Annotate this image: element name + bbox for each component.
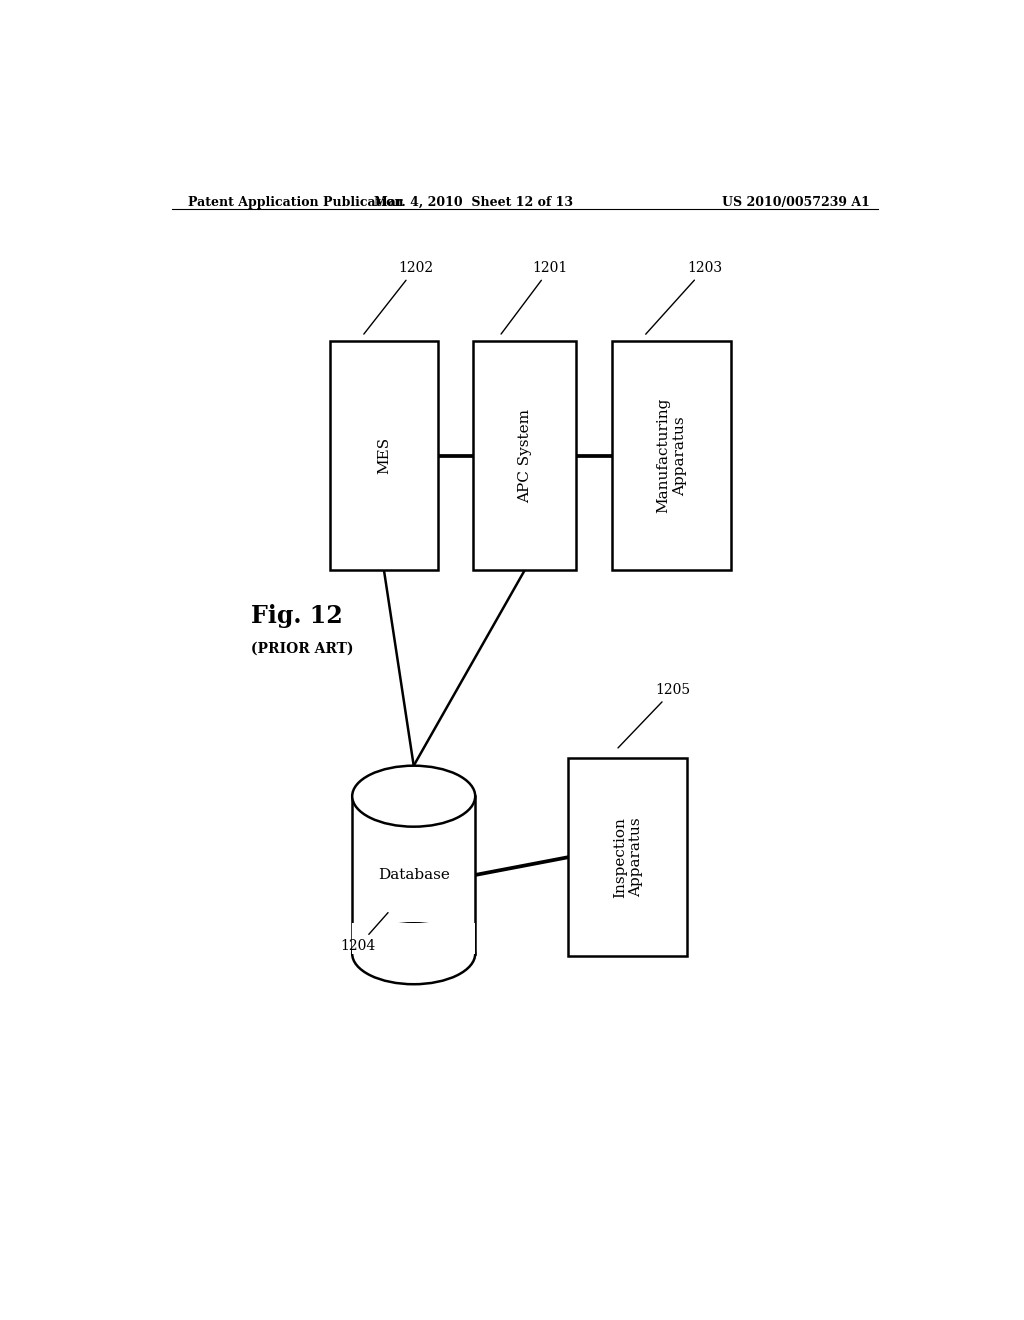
Ellipse shape: [352, 923, 475, 985]
Text: Database: Database: [378, 869, 450, 882]
Bar: [331, 342, 437, 570]
Bar: [352, 923, 475, 954]
Text: Inspection
Apparatus: Inspection Apparatus: [613, 817, 643, 898]
Text: US 2010/0057239 A1: US 2010/0057239 A1: [722, 195, 870, 209]
Text: 1204: 1204: [341, 912, 388, 953]
Text: Fig. 12: Fig. 12: [251, 603, 343, 628]
Text: MES: MES: [377, 437, 391, 474]
Ellipse shape: [352, 766, 475, 826]
Text: 1205: 1205: [618, 682, 691, 748]
Text: Patent Application Publication: Patent Application Publication: [187, 195, 403, 209]
Bar: [612, 342, 731, 570]
Bar: [568, 758, 687, 956]
Text: Mar. 4, 2010  Sheet 12 of 13: Mar. 4, 2010 Sheet 12 of 13: [374, 195, 572, 209]
Text: APC System: APC System: [518, 409, 531, 503]
Text: 1202: 1202: [364, 261, 433, 334]
Text: 1203: 1203: [646, 261, 723, 334]
Text: 1201: 1201: [501, 261, 568, 334]
Text: Manufacturing
Apparatus: Manufacturing Apparatus: [656, 399, 687, 513]
Bar: [473, 342, 577, 570]
Text: (PRIOR ART): (PRIOR ART): [251, 642, 353, 655]
